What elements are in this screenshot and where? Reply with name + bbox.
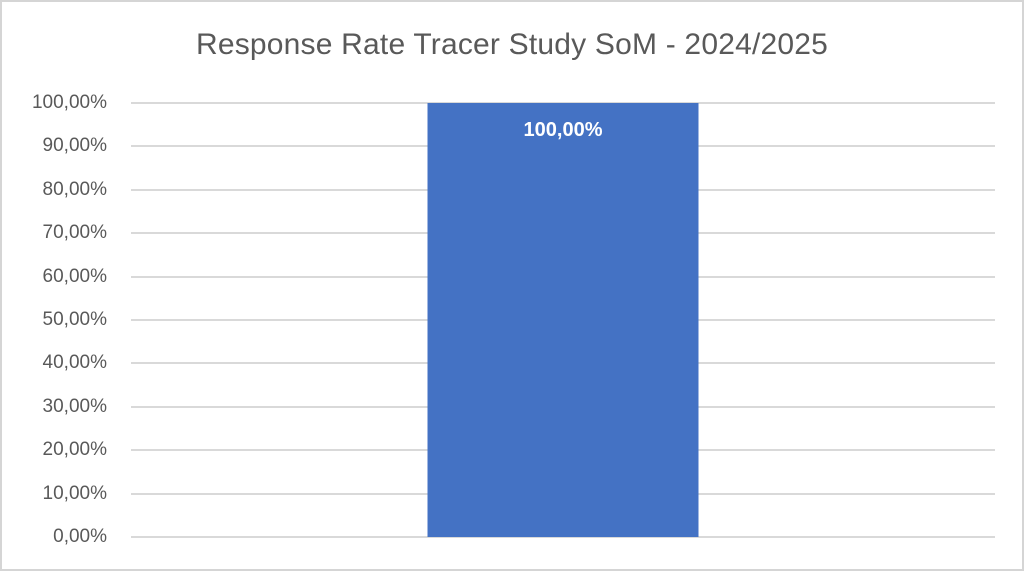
chart-title: Response Rate Tracer Study SoM - 2024/20… [195, 28, 829, 61]
y-tick-label: 0,00% [53, 526, 107, 547]
y-tick-label: 40,00% [42, 352, 107, 374]
y-tick-label: 10,00% [42, 482, 107, 504]
y-tick-label: 80,00% [42, 178, 107, 200]
y-tick-label: 60,00% [42, 265, 107, 287]
gridline [131, 536, 995, 538]
y-tick-label: 90,00% [42, 135, 107, 157]
y-tick-label: 70,00% [42, 222, 107, 244]
y-tick-label: 20,00% [42, 439, 107, 461]
y-axis: 100,00% 90,00% 80,00% 70,00% 60,00% 50,00% 40,… [2, 92, 107, 547]
y-tick-label: 100,00% [31, 92, 107, 113]
bar-data-label: 100,00% [523, 119, 603, 141]
bar-response-rate: 100,00% [427, 103, 699, 537]
plot-area: 100,00% [131, 102, 995, 538]
y-tick-label: 50,00% [42, 309, 107, 330]
y-tick-label: 30,00% [42, 395, 107, 417]
